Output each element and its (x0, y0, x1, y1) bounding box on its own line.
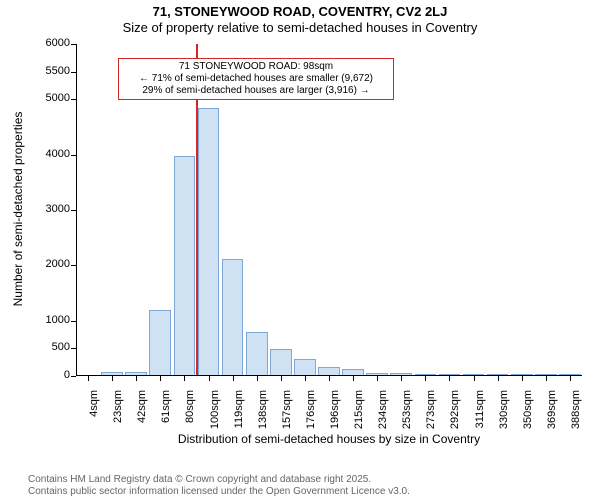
x-tick-label: 215sqm (353, 390, 365, 436)
x-tick-mark (136, 376, 137, 381)
histogram-bar (318, 367, 340, 376)
annotation-box: 71 STONEYWOOD ROAD: 98sqm ← 71% of semi-… (118, 58, 394, 100)
title-line-1: 71, STONEYWOOD ROAD, COVENTRY, CV2 2LJ (0, 4, 600, 19)
x-tick-mark (112, 376, 113, 381)
title-line-2: Size of property relative to semi-detach… (0, 20, 600, 35)
x-tick-label: 292sqm (449, 390, 461, 436)
x-tick-label: 253sqm (401, 390, 413, 436)
y-tick-label: 3000 (32, 203, 70, 215)
histogram-bar (294, 359, 316, 376)
histogram-bar (174, 156, 196, 376)
y-tick-mark (71, 99, 76, 100)
y-tick-label: 5500 (32, 65, 70, 77)
x-tick-label: 119sqm (233, 390, 245, 436)
x-tick-mark (401, 376, 402, 381)
x-tick-label: 330sqm (498, 390, 510, 436)
x-tick-mark (546, 376, 547, 381)
y-tick-mark (71, 265, 76, 266)
y-tick-label: 4000 (32, 148, 70, 160)
x-tick-mark (184, 376, 185, 381)
x-tick-label: 61sqm (160, 390, 172, 436)
y-tick-mark (71, 210, 76, 211)
x-tick-label: 157sqm (281, 390, 293, 436)
histogram-bar (270, 349, 292, 376)
x-tick-label: 138sqm (257, 390, 269, 436)
histogram-bar (222, 259, 244, 376)
x-tick-label: 350sqm (522, 390, 534, 436)
x-tick-mark (257, 376, 258, 381)
y-tick-mark (71, 321, 76, 322)
x-tick-label: 176sqm (305, 390, 317, 436)
x-tick-label: 369sqm (546, 390, 558, 436)
x-tick-mark (474, 376, 475, 381)
x-tick-mark (425, 376, 426, 381)
histogram-bar (198, 108, 220, 376)
x-tick-mark (377, 376, 378, 381)
y-tick-mark (71, 44, 76, 45)
x-tick-mark (498, 376, 499, 381)
histogram-bar (149, 310, 171, 376)
footer-line-2: Contains public sector information licen… (28, 486, 410, 498)
x-tick-label: 388sqm (570, 390, 582, 436)
x-tick-mark (281, 376, 282, 381)
x-tick-label: 196sqm (329, 390, 341, 436)
y-tick-mark (71, 376, 76, 377)
x-tick-label: 311sqm (474, 390, 486, 436)
x-tick-mark (329, 376, 330, 381)
y-tick-label: 2000 (32, 258, 70, 270)
x-tick-mark (522, 376, 523, 381)
x-tick-label: 23sqm (112, 390, 124, 436)
y-tick-label: 6000 (32, 37, 70, 49)
annotation-line-3: 29% of semi-detached houses are larger (… (123, 85, 389, 97)
x-tick-mark (305, 376, 306, 381)
x-tick-label: 42sqm (136, 390, 148, 436)
y-axis-label: Number of semi-detached properties (11, 99, 25, 319)
y-tick-label: 1000 (32, 314, 70, 326)
x-tick-label: 80sqm (184, 390, 196, 436)
x-tick-label: 4sqm (88, 390, 100, 436)
x-tick-label: 234sqm (377, 390, 389, 436)
footer: Contains HM Land Registry data © Crown c… (28, 474, 410, 497)
y-tick-label: 500 (32, 341, 70, 353)
x-tick-label: 100sqm (209, 390, 221, 436)
y-tick-label: 5000 (32, 92, 70, 104)
y-tick-label: 0 (32, 369, 70, 381)
histogram-bar (246, 332, 268, 376)
y-tick-mark (71, 348, 76, 349)
x-tick-label: 273sqm (425, 390, 437, 436)
annotation-line-2: ← 71% of semi-detached houses are smalle… (123, 73, 389, 85)
x-tick-mark (209, 376, 210, 381)
x-tick-mark (88, 376, 89, 381)
x-tick-mark (160, 376, 161, 381)
x-tick-mark (233, 376, 234, 381)
x-tick-mark (449, 376, 450, 381)
y-tick-mark (71, 155, 76, 156)
histogram-bar (342, 369, 364, 376)
y-tick-mark (71, 72, 76, 73)
chart-title: 71, STONEYWOOD ROAD, COVENTRY, CV2 2LJ S… (0, 0, 600, 35)
annotation-line-1: 71 STONEYWOOD ROAD: 98sqm (123, 61, 389, 73)
footer-line-1: Contains HM Land Registry data © Crown c… (28, 474, 410, 486)
x-tick-mark (570, 376, 571, 381)
x-tick-mark (353, 376, 354, 381)
